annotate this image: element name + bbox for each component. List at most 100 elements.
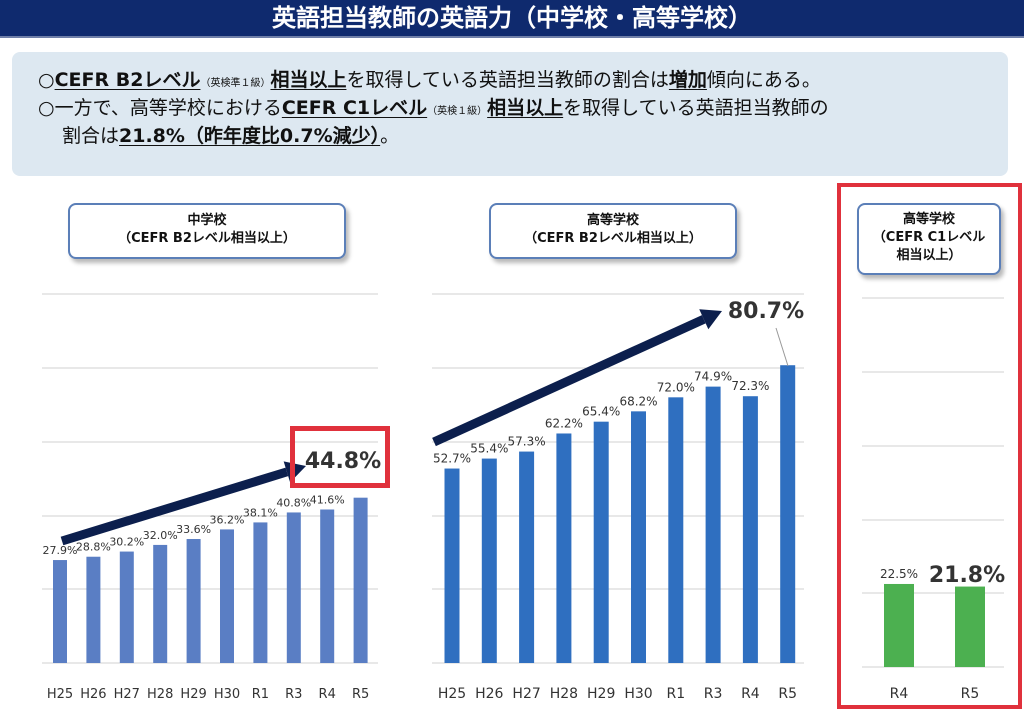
bar [631, 411, 646, 663]
data-label: 74.9% [694, 370, 732, 384]
trend-arrow [60, 467, 289, 546]
data-label: 33.6% [176, 523, 211, 536]
bar [220, 529, 234, 663]
bar [780, 365, 796, 663]
data-label: 57.3% [508, 435, 546, 449]
highlight-box-c1-panel [837, 183, 1022, 709]
x-tick-label: H27 [512, 686, 540, 702]
trend-arrow-head [699, 309, 722, 330]
x-tick-label: H28 [147, 687, 173, 702]
x-tick-label: H30 [214, 687, 240, 702]
summary-box: ○CEFR B2レベル（英検準１級）相当以上を取得している英語担当教師の割合は増… [12, 52, 1008, 176]
title-underline [0, 36, 1024, 38]
bar [742, 396, 758, 663]
x-tick-label: H28 [550, 686, 578, 702]
data-label: 22.5% [880, 567, 918, 581]
x-tick-label: R1 [252, 687, 269, 702]
bar [53, 560, 67, 663]
data-label: 72.3% [731, 379, 769, 393]
data-label: 62.2% [545, 416, 583, 430]
panel-title-line: 高等学校 [586, 213, 639, 228]
bar [86, 556, 101, 663]
bar [668, 397, 684, 663]
c1-rate-text: 21.8%（昨年度比0.7%減少） [119, 125, 381, 147]
line2-end: を取得している英語担当教師の [563, 97, 829, 119]
cefr-c1-text: CEFR C1レベル [281, 97, 428, 119]
data-label: 41.6% [310, 493, 345, 506]
data-label: 52.7% [433, 452, 471, 466]
x-tick-label: H29 [587, 686, 615, 702]
leader-line [775, 327, 789, 367]
x-tick-label: R4 [890, 686, 909, 702]
data-label: 38.1% [243, 506, 278, 519]
data-label: 40.8% [276, 496, 311, 509]
summary-line-3: 割合は21.8%（昨年度比0.7%減少）。 [62, 124, 399, 148]
eiken-note: （英検準１級） [200, 78, 271, 89]
equiv-text: 相当以上 [270, 69, 347, 91]
highlight-label: 80.7% [728, 299, 804, 324]
bar [705, 386, 721, 663]
cefr-b2-text: CEFR B2レベル [54, 69, 201, 91]
data-label: 72.0% [657, 380, 695, 394]
equiv-text: 相当以上 [487, 97, 564, 119]
bar [186, 539, 201, 663]
panel-title-line: 中学校 [187, 213, 227, 228]
bar [481, 458, 497, 663]
bar [444, 468, 460, 663]
x-tick-label: H25 [47, 687, 73, 702]
bar [884, 583, 914, 667]
x-tick-label: R5 [961, 686, 980, 702]
x-tick-label: H26 [475, 686, 503, 702]
x-tick-label: R1 [666, 686, 685, 702]
x-tick-label: R3 [704, 686, 723, 702]
eiken-note: （英検１級） [427, 106, 488, 117]
bar [119, 551, 134, 663]
panel-title-line: （CEFR B2レベル相当以上） [524, 231, 702, 246]
x-tick-label: H25 [438, 686, 466, 702]
x-tick-label: H26 [80, 687, 106, 702]
x-tick-label: H27 [114, 687, 140, 702]
data-label: 27.9% [43, 544, 78, 557]
panel-title-line: 高等学校 [902, 212, 955, 227]
title-bar [0, 0, 1024, 36]
summary-line-1: ○CEFR B2レベル（英検準１級）相当以上を取得している英語担当教師の割合は増… [38, 68, 821, 96]
bar [253, 522, 268, 663]
increase-text: 増加 [668, 69, 707, 91]
line1-end: 傾向にある。 [706, 69, 821, 91]
page-title: 英語担当教師の英語力（中学校・高等学校） [272, 4, 752, 32]
middle-school-title: 中学校 （CEFR B2レベル相当以上） [68, 203, 346, 259]
bar [353, 497, 368, 663]
bar [519, 451, 535, 663]
x-tick-label: H30 [624, 686, 652, 702]
high-school-c1-title: 高等学校 （CEFR C1レベル 相当以上） [857, 203, 1001, 275]
panel-title-line: （CEFR B2レベル相当以上） [118, 231, 296, 246]
highlight-label: 44.8% [305, 449, 381, 474]
data-label: 55.4% [470, 442, 508, 456]
line2-start: 一方で、高等学校における [54, 97, 282, 119]
data-label: 68.2% [619, 394, 657, 408]
bar [556, 433, 572, 663]
bar [955, 586, 985, 667]
bar [153, 544, 168, 663]
bar [320, 509, 335, 663]
line1-mid: を取得している英語担当教師の割合は [346, 69, 669, 91]
data-label: 28.8% [76, 541, 111, 554]
bar [593, 421, 609, 663]
x-tick-label: H29 [180, 687, 206, 702]
x-tick-label: R5 [778, 686, 797, 702]
data-label: 32.0% [143, 529, 178, 542]
bullet: ○ [38, 69, 55, 91]
bar [286, 512, 301, 663]
data-label: 65.4% [582, 405, 620, 419]
summary-line-2: ○一方で、高等学校におけるCEFR C1レベル（英検１級）相当以上を取得している… [38, 96, 829, 124]
x-tick-label: R5 [352, 687, 369, 702]
bullet: ○ [38, 97, 55, 119]
data-label: 36.2% [210, 513, 245, 526]
trend-arrow [432, 315, 706, 447]
panel-title-line: 相当以上） [896, 248, 962, 263]
highlight-box-middle [290, 426, 390, 488]
high-school-b2-title: 高等学校 （CEFR B2レベル相当以上） [489, 203, 737, 259]
line3-end: 。 [380, 125, 400, 147]
x-tick-label: R4 [319, 687, 336, 702]
